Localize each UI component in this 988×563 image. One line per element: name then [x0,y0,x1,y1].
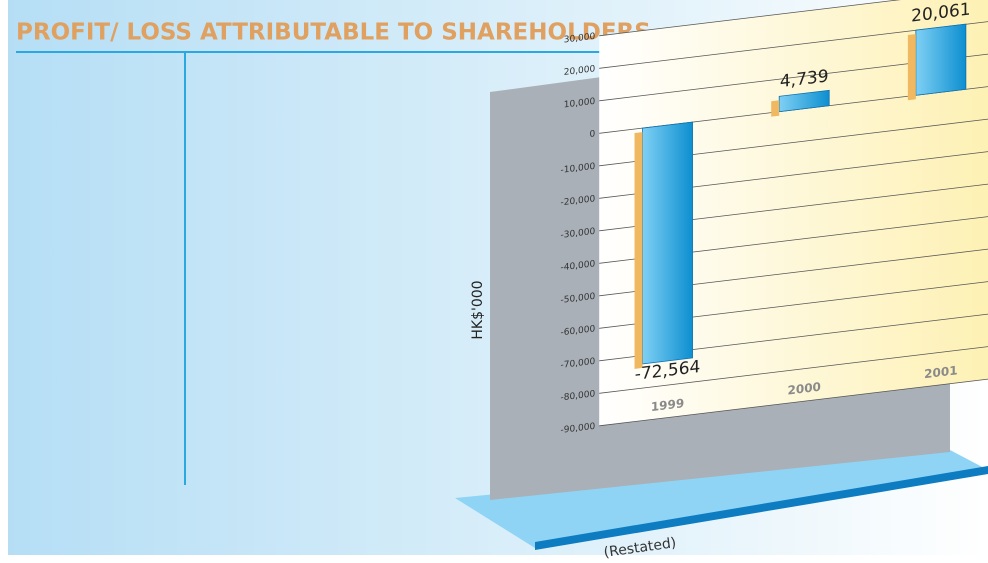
bar-side [907,34,916,101]
y-axis-label: HK$'000 [470,280,486,339]
grid-line [599,343,988,394]
grid-line [599,376,988,427]
y-tick-label: -20,000 [561,194,596,208]
y-tick-label: 20,000 [564,64,596,78]
y-tick-label: -80,000 [561,389,596,403]
y-tick-label: -60,000 [561,324,596,338]
bar-side [634,132,643,369]
bar [642,121,693,365]
y-tick-label: -30,000 [561,227,596,241]
x-tick-label: 2001 [924,363,957,381]
y-tick-label: -40,000 [561,259,596,273]
y-tick-label: -10,000 [561,162,596,176]
x-tick-label: 2000 [788,380,821,398]
base-edge [535,466,988,550]
bar-side [771,100,780,117]
y-tick-label: -50,000 [561,292,596,306]
y-tick-label: 30,000 [564,32,596,46]
y-tick-label: 10,000 [564,97,596,111]
base [455,450,988,548]
title: PROFIT/ LOSS ATTRIBUTABLE TO SHAREHOLDER… [16,20,651,46]
y-tick-label: -90,000 [561,422,596,436]
grid-line [599,0,988,37]
x-tick-label: 1999 [651,396,684,414]
bar [915,23,967,96]
plot: -90,000 -80,000 -70,000 -60,000 -50,000 -40,0… [561,0,988,436]
y-tick-label: -70,000 [561,357,596,371]
y-tick-label: 0 [589,129,595,140]
